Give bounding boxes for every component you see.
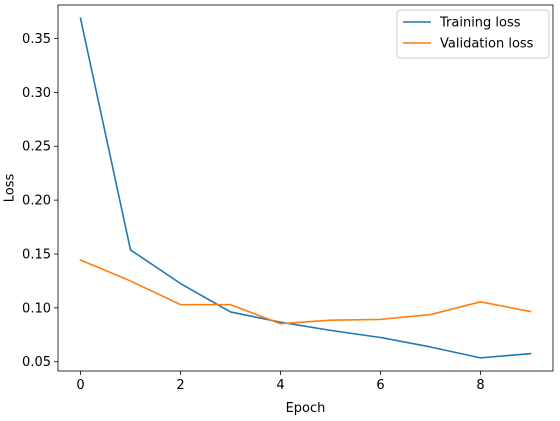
y-tick-label: 0.10 — [22, 301, 51, 316]
x-axis: 0 2 4 6 8 — [76, 371, 485, 393]
legend-label: Training loss — [439, 16, 521, 31]
legend-label: Validation loss — [440, 37, 534, 52]
plot-frame — [57, 4, 554, 372]
legend: Training loss Validation loss — [396, 9, 550, 59]
y-tick-label: 0.15 — [22, 247, 51, 262]
y-axis: 0.05 0.10 0.15 0.20 0.25 0.30 0.35 — [22, 32, 58, 370]
series-layer — [79, 17, 532, 359]
series-line-validation-loss — [79, 258, 532, 325]
x-tick-label: 8 — [476, 378, 484, 393]
y-tick-label: 0.20 — [22, 194, 51, 209]
x-tick-label: 4 — [276, 378, 284, 393]
x-tick-label: 0 — [76, 378, 84, 393]
x-axis-label: Epoch — [286, 401, 326, 416]
x-tick-label: 6 — [376, 378, 384, 393]
y-tick-label: 0.05 — [22, 355, 51, 370]
legend-box — [396, 9, 550, 59]
y-tick-label: 0.35 — [22, 32, 51, 47]
y-tick-label: 0.30 — [22, 86, 51, 101]
y-axis-label: Loss — [3, 174, 18, 203]
series-line-training-loss — [79, 17, 532, 359]
x-tick-label: 2 — [176, 378, 184, 393]
y-tick-label: 0.25 — [22, 140, 51, 155]
